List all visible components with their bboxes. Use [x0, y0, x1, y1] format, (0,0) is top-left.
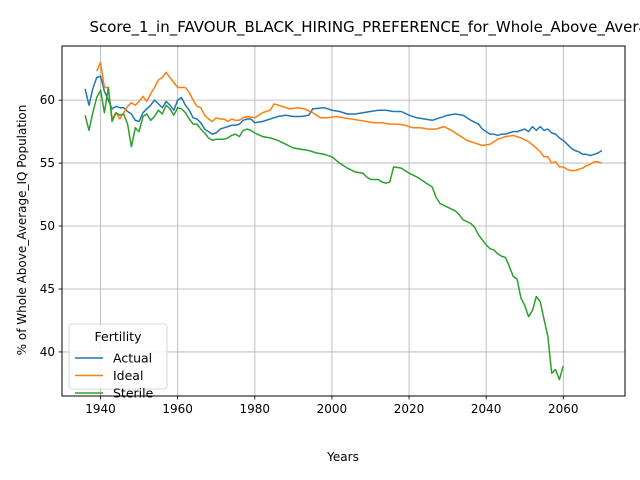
x-axis-label: Years: [326, 450, 359, 464]
legend-label-sterile: Sterile: [113, 386, 154, 401]
legend-title: Fertility: [95, 329, 143, 344]
series-line-actual: [84, 75, 603, 157]
plot-frame: [61, 45, 626, 397]
y-axis-label: % of Whole Above_Average_IQ Population: [15, 105, 29, 356]
chart-title: Score_1_in_FAVOUR_BLACK_HIRING_PREFERENC…: [89, 18, 640, 37]
y-tick-label: 60: [40, 93, 55, 107]
y-tick-label: 45: [40, 282, 55, 296]
x-tick-label: 1980: [240, 402, 271, 416]
x-axis: 1940 1960 1980 2000 2020 2040 2060: [85, 396, 579, 416]
series-layer: [84, 61, 603, 381]
x-tick-label: 2000: [317, 402, 348, 416]
legend-label-actual: Actual: [113, 351, 152, 366]
y-tick-label: 50: [40, 219, 55, 233]
y-axis: 40 45 50 55 60: [40, 93, 62, 359]
legend-box: [68, 323, 168, 390]
y-tick-label: 55: [40, 156, 55, 170]
x-tick-label: 2060: [548, 402, 579, 416]
series-line-ideal: [96, 61, 603, 172]
x-tick-label: 2020: [394, 402, 425, 416]
y-tick-label: 40: [40, 345, 55, 359]
x-tick-label: 1960: [162, 402, 193, 416]
legend: Fertility Actual Ideal Sterile: [68, 323, 168, 401]
x-tick-label: 2040: [471, 402, 502, 416]
legend-label-ideal: Ideal: [113, 368, 143, 383]
x-tick-label: 1940: [85, 402, 116, 416]
series-line-sterile: [84, 86, 565, 381]
